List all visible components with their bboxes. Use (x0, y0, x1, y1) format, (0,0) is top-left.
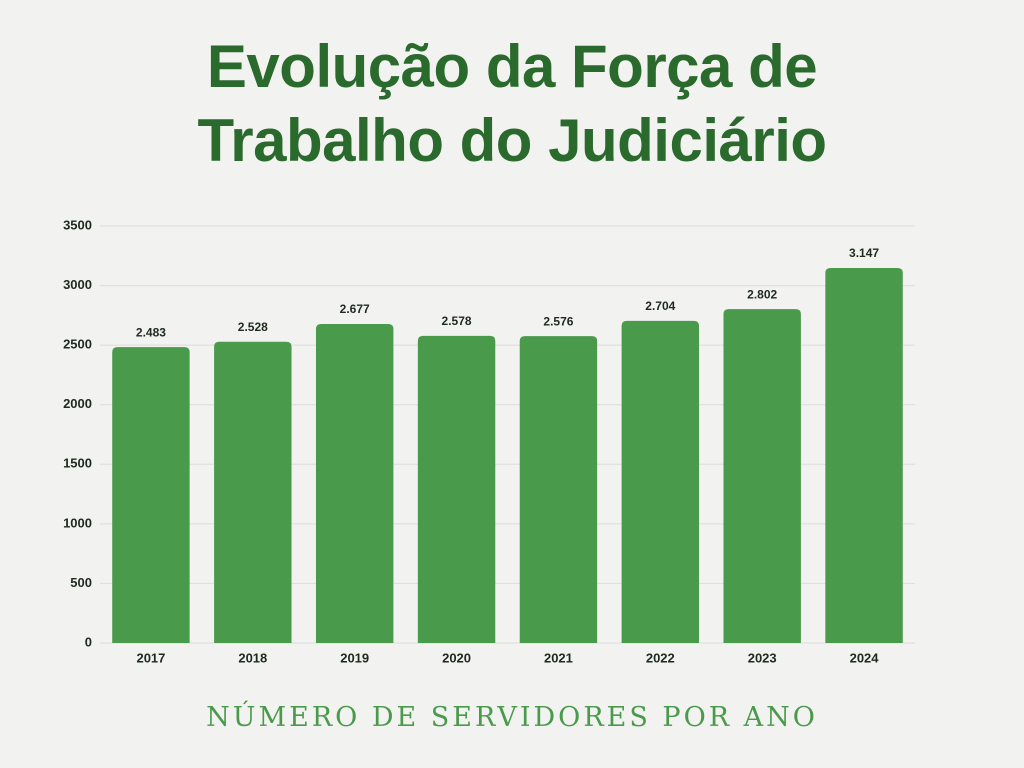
x-tick-label: 2021 (544, 650, 573, 665)
x-axis-label: NÚMERO DE SERVIDORES POR ANO (206, 702, 818, 733)
data-label: 2.704 (645, 299, 675, 313)
x-tick-label: 2020 (442, 650, 471, 665)
y-tick-label: 3500 (63, 217, 92, 232)
y-tick-label: 3000 (63, 277, 92, 292)
bar (519, 336, 598, 643)
y-tick-label: 1500 (63, 456, 92, 471)
y-tick-label: 1000 (63, 515, 92, 530)
y-tick-label: 500 (70, 575, 92, 590)
x-tick-label: 2017 (136, 650, 165, 665)
bar (723, 309, 801, 643)
data-label: 2.578 (442, 314, 472, 328)
y-tick-label: 2000 (63, 396, 92, 411)
x-tick-label: 2022 (646, 650, 675, 665)
x-tick-label: 2018 (238, 650, 267, 665)
x-tick-label: 2019 (340, 650, 369, 665)
bar (315, 324, 394, 643)
bar (214, 341, 292, 643)
bar (417, 335, 496, 643)
bar (112, 347, 190, 643)
data-label: 2.576 (543, 314, 573, 328)
data-label: 3.147 (849, 246, 879, 260)
data-label: 2.677 (340, 302, 370, 316)
y-tick-label: 0 (85, 634, 92, 649)
y-tick-label: 2500 (63, 337, 92, 352)
x-tick-label: 2024 (850, 650, 880, 665)
x-tick-label: 2023 (748, 650, 777, 665)
data-label: 2.483 (136, 325, 166, 339)
chart: 0 500 1000 1500 2000 2500 3000 3500 2017 2.483 201… (63, 217, 915, 665)
chart-title: Evolução da Força de Trabalho do Judiciá… (197, 33, 827, 174)
bar (621, 320, 700, 643)
data-label: 2.528 (238, 320, 268, 334)
bar (825, 268, 903, 643)
data-label: 2.802 (747, 287, 777, 301)
